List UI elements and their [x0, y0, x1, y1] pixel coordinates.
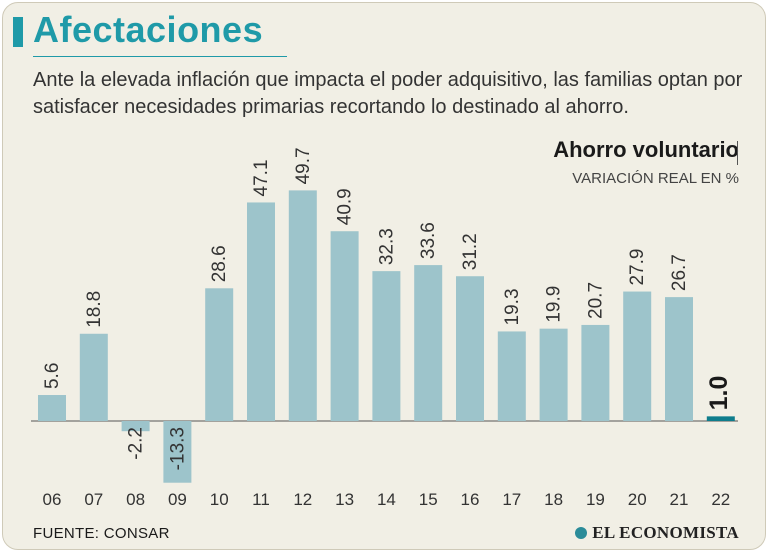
source-note: FUENTE: CONSAR — [33, 525, 170, 542]
data-label-10: 28.6 — [209, 245, 230, 282]
bar-13 — [330, 231, 359, 421]
bar-09 — [163, 421, 192, 483]
bar-18 — [539, 328, 568, 421]
x-tick-label-12: 12 — [293, 490, 312, 509]
data-label-18: 19.9 — [544, 286, 565, 323]
bar-19 — [581, 324, 610, 421]
data-label-11: 47.1 — [251, 159, 272, 196]
bar-07 — [79, 333, 108, 421]
brand-name: EL ECONOMISTA — [592, 523, 739, 542]
bar-chart: 5.6 06 18.8 07 -2.2 08 -13.3 09 28.6 10 47.1 11 49.7… — [31, 147, 738, 509]
x-tick-label-17: 17 — [502, 490, 521, 509]
title-accent-bar — [13, 17, 23, 47]
chart-title: Ahorro voluntario — [553, 137, 739, 162]
bar-10 — [205, 288, 234, 421]
x-tick-label-13: 13 — [335, 490, 354, 509]
data-label-17: 19.3 — [502, 288, 523, 325]
data-label-08: -2.2 — [126, 427, 147, 460]
data-label-07: 18.8 — [84, 291, 105, 328]
data-label-12: 49.7 — [293, 147, 314, 184]
logo-circle-icon — [575, 527, 588, 539]
data-label-15: 33.6 — [418, 222, 439, 259]
title-underline — [33, 56, 287, 57]
x-tick-label-18: 18 — [544, 490, 563, 509]
x-tick-label-06: 06 — [43, 490, 62, 509]
x-tick-label-22: 22 — [711, 490, 730, 509]
bar-16 — [456, 276, 484, 421]
x-tick-label-20: 20 — [628, 490, 647, 509]
page-title: Afectaciones — [33, 9, 264, 50]
brand-logo: EL ECONOMISTA — [575, 523, 739, 543]
bar-20 — [623, 291, 652, 421]
data-label-20: 27.9 — [627, 249, 648, 286]
x-tick-label-19: 19 — [586, 490, 605, 509]
bar-17 — [497, 331, 526, 421]
chart-title-divider — [737, 141, 738, 165]
x-tick-label-15: 15 — [419, 490, 438, 509]
data-label-21: 26.7 — [669, 254, 690, 291]
bar-21 — [665, 297, 693, 421]
x-tick-label-21: 21 — [670, 490, 689, 509]
bar-14 — [372, 271, 401, 421]
bar-12 — [288, 190, 317, 421]
bar-15 — [414, 265, 443, 421]
x-tick-label-09: 09 — [168, 490, 187, 509]
data-label-19: 20.7 — [585, 282, 606, 319]
bar-22 — [706, 416, 735, 421]
x-tick-label-07: 07 — [84, 490, 103, 509]
page-subtitle: Ante la elevada inflación que impacta el… — [33, 69, 743, 118]
bar-08 — [121, 421, 150, 432]
data-label-13: 40.9 — [335, 188, 356, 225]
x-tick-label-08: 08 — [126, 490, 145, 509]
data-label-16: 31.2 — [460, 233, 481, 270]
x-tick-label-11: 11 — [252, 490, 270, 509]
data-label-14: 32.3 — [376, 228, 397, 265]
bar-11 — [247, 202, 275, 421]
data-label-09: -13.3 — [167, 427, 188, 470]
data-label-22: 1.0 — [705, 376, 733, 411]
bar-06 — [38, 395, 66, 421]
x-tick-label-16: 16 — [461, 490, 480, 509]
x-tick-label-10: 10 — [210, 490, 229, 509]
x-tick-label-14: 14 — [377, 490, 396, 509]
data-label-06: 5.6 — [42, 363, 63, 389]
chart-subtitle: VARIACIÓN REAL EN % — [572, 170, 739, 187]
